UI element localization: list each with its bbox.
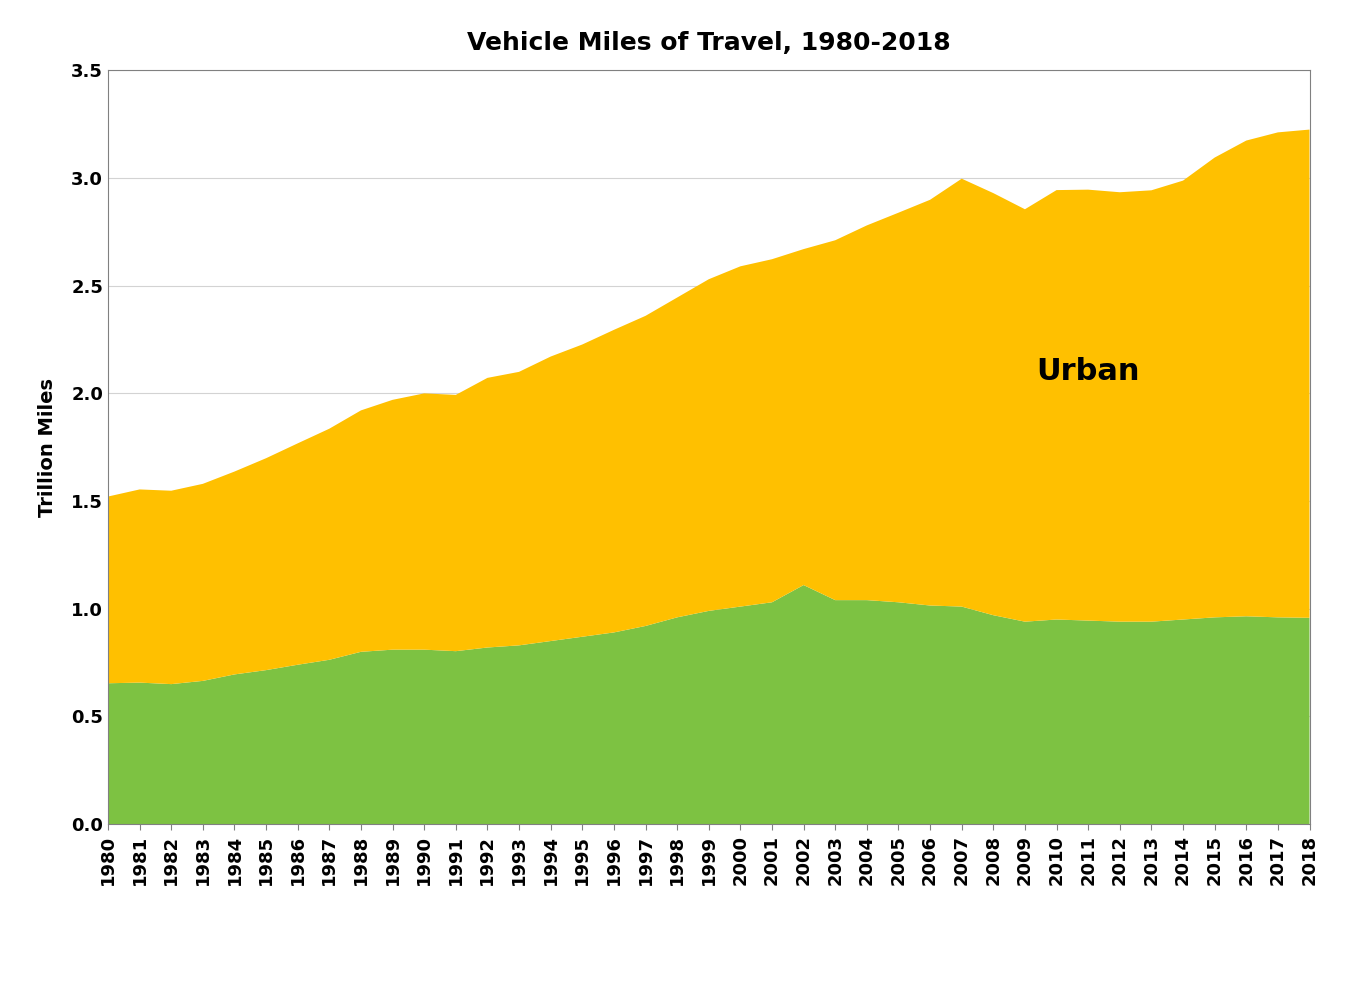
Title: Vehicle Miles of Travel, 1980-2018: Vehicle Miles of Travel, 1980-2018: [467, 30, 950, 54]
Text: Urban: Urban: [1037, 358, 1139, 386]
Y-axis label: Trillion Miles: Trillion Miles: [38, 378, 57, 517]
